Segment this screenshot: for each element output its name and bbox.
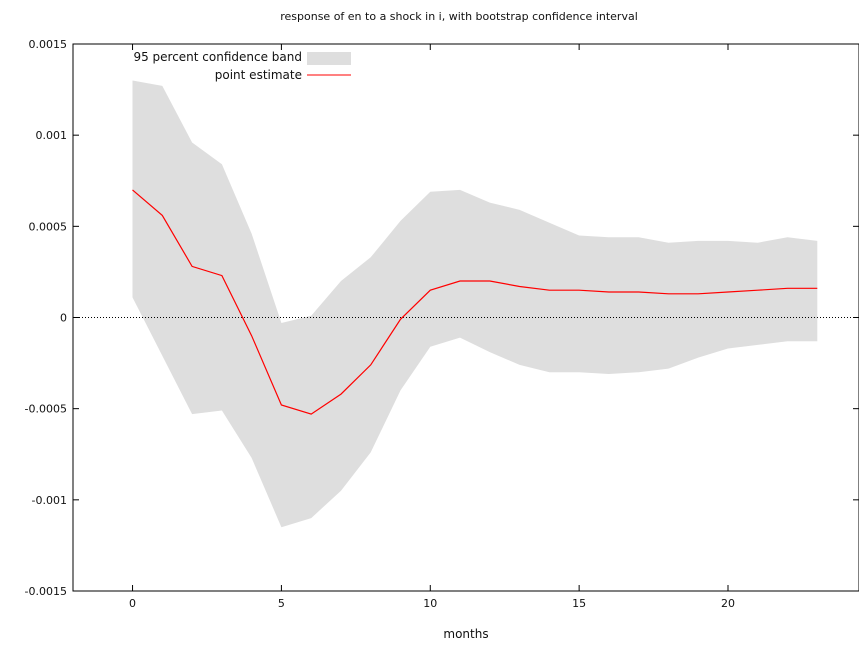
x-tick-label: 20 [721,597,735,610]
y-tick-label: -0.001 [32,494,67,507]
x-tick-label: 5 [278,597,285,610]
x-tick-label: 10 [423,597,437,610]
y-tick-label: 0.0005 [29,220,68,233]
legend-label-point-estimate: point estimate [215,68,302,82]
confidence-band-area [132,80,818,528]
x-tick-label: 15 [572,597,586,610]
point-estimate-line [132,189,818,415]
legend-swatch-confidence-band [307,52,351,65]
y-tick-label: -0.0015 [25,585,67,598]
legend-label-confidence-band: 95 percent confidence band [133,50,302,64]
legend: 95 percent confidence band point estimat… [133,50,351,82]
x-tick-label: 0 [129,597,136,610]
plot-area [73,80,859,528]
x-axis-label: months [443,627,488,641]
y-tick-label: -0.0005 [25,403,67,416]
y-tick-label: 0.001 [36,129,68,142]
y-tick-label: 0.0015 [29,38,68,51]
chart-title: response of en to a shock in i, with boo… [280,10,638,23]
axes: -0.0015 -0.001 -0.0005 0 0.0005 0.001 0.0015 0 5… [25,38,859,610]
y-tick-label: 0 [60,312,67,325]
